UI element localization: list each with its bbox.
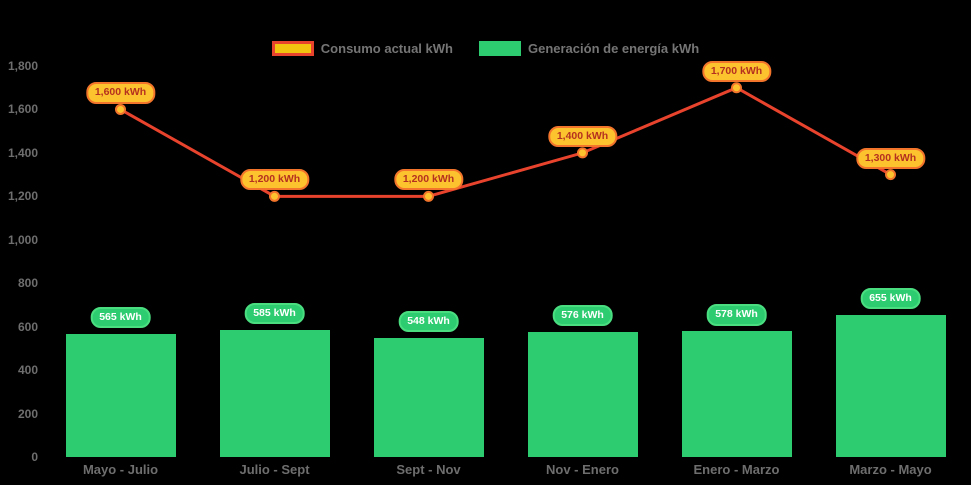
chart-legend: Consumo actual kWh Generación de energía… — [0, 41, 971, 56]
consumption-value-badge: 1,200 kWh — [239, 169, 310, 191]
consumption-value-badge: 1,200 kWh — [393, 169, 464, 191]
consumption-value-badge: 1,400 kWh — [547, 125, 618, 147]
consumption-point[interactable] — [115, 103, 126, 115]
x-axis-category-label: Enero - Marzo — [693, 462, 780, 477]
generation-bar[interactable] — [835, 314, 946, 457]
consumption-point[interactable] — [731, 82, 742, 94]
generacion-legend-swatch — [478, 41, 521, 56]
x-axis-category-label: Mayo - Julio — [82, 462, 159, 477]
legend-item-generacion[interactable]: Generación de energía kWh — [478, 41, 700, 56]
y-axis-tick-label: 1,000 — [7, 232, 38, 247]
consumption-value-badge: 1,600 kWh — [85, 82, 156, 104]
y-axis-tick-label: 800 — [17, 276, 38, 291]
generation-value-badge: 576 kWh — [552, 304, 613, 326]
generation-value-badge: 655 kWh — [860, 287, 921, 309]
generation-bar[interactable] — [65, 334, 176, 457]
x-axis-category-label: Sept - Nov — [396, 462, 461, 477]
y-axis-tick-label: 200 — [17, 406, 38, 421]
y-axis-tick-label: 0 — [31, 450, 38, 464]
y-axis-tick-label: 600 — [17, 319, 38, 334]
y-axis-tick-label: 1,200 — [7, 189, 38, 204]
generation-bar[interactable] — [527, 331, 638, 457]
x-axis-category-label: Julio - Sept — [239, 462, 310, 477]
consumption-value-badge: 1,300 kWh — [855, 147, 926, 169]
consumption-line — [119, 86, 892, 198]
consumption-value-badge: 1,700 kWh — [701, 60, 772, 82]
generation-value-badge: 565 kWh — [90, 307, 151, 329]
consumo-legend-swatch — [271, 41, 314, 56]
generation-value-badge: 548 kWh — [398, 310, 459, 333]
y-axis-tick-label: 400 — [17, 363, 38, 378]
consumo-legend-label: Consumo actual kWh — [320, 41, 453, 56]
generation-bar[interactable] — [373, 337, 484, 457]
y-axis-tick-label: 1,400 — [7, 145, 38, 160]
x-axis-category-label: Marzo - Mayo — [849, 462, 932, 477]
consumption-point[interactable] — [269, 190, 280, 202]
consumption-point[interactable] — [423, 190, 434, 202]
generation-bar[interactable] — [681, 331, 792, 457]
legend-item-consumo[interactable]: Consumo actual kWh — [271, 41, 453, 56]
y-axis-tick-label: 1,600 — [7, 102, 38, 117]
generacion-legend-label: Generación de energía kWh — [527, 41, 700, 56]
consumption-point[interactable] — [885, 169, 896, 181]
x-axis-category-label: Nov - Enero — [546, 462, 619, 477]
y-axis-tick-label: 1,800 — [7, 59, 38, 73]
generation-value-badge: 585 kWh — [244, 302, 305, 325]
generation-value-badge: 578 kWh — [706, 304, 767, 326]
generation-bar[interactable] — [219, 329, 330, 457]
consumption-point[interactable] — [577, 147, 588, 159]
